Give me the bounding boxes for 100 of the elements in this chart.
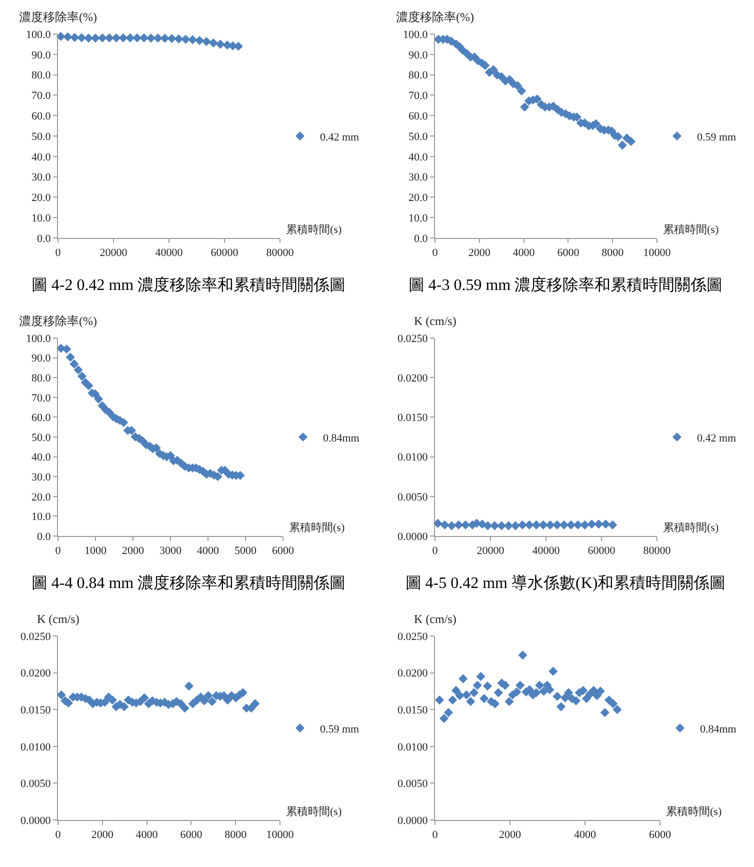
point: [626, 136, 636, 146]
point: [180, 704, 190, 713]
x-tick-label: 0: [432, 247, 438, 260]
point: [444, 708, 454, 718]
y-tick-label: 0.0: [37, 530, 52, 543]
y-tick-label: 0.0250: [398, 332, 428, 345]
point: [564, 688, 574, 698]
x-tick-label: 6000: [180, 829, 203, 842]
y-tick-label: 0.0000: [398, 530, 428, 543]
x-tick-label: 6000: [649, 829, 672, 842]
y-axis-title: K (cm/s): [414, 612, 456, 626]
y-tick-label: 80.0: [408, 70, 428, 82]
y-tick-label: 50.0: [408, 130, 428, 143]
point: [552, 692, 562, 701]
y-tick-label: 0.0200: [20, 668, 52, 680]
y-tick-label: 0.0200: [398, 372, 428, 384]
point: [108, 695, 117, 705]
point: [98, 33, 107, 42]
legend-label: 0.42 mm: [697, 432, 737, 444]
x-tick-label: 40000: [155, 247, 184, 260]
x-tick-label: 10000: [643, 247, 672, 260]
y-tick-label: 0.0050: [398, 778, 428, 790]
point: [194, 36, 204, 46]
caption: 圖 4-5 0.42 mm 導水係數(K)和累積時間關係圖: [404, 574, 727, 594]
y-tick-label: 70.0: [32, 392, 52, 404]
x-tick-label: 4000: [574, 829, 596, 842]
x-tick-label: 60000: [588, 545, 616, 558]
point: [216, 40, 225, 49]
legend-label: 0.59 mm: [320, 723, 360, 736]
y-tick-label: 20.0: [32, 192, 52, 204]
point: [518, 650, 528, 660]
point: [208, 38, 218, 48]
x-tick-label: 4000: [197, 545, 220, 558]
y-axis-title: 濃度移除率(%): [19, 10, 97, 24]
point: [63, 32, 72, 42]
y-tick-label: 0.0150: [20, 704, 52, 716]
point: [600, 708, 610, 718]
point: [434, 695, 444, 705]
y-tick-label: 90.0: [32, 49, 52, 62]
y-axis-title: K (cm/s): [414, 314, 456, 328]
caption: 圖 4-3 0.59 mm 濃度移除率和累積時間關係圖: [407, 276, 724, 296]
y-tick-label: 30.0: [32, 172, 52, 184]
y-axis-title: 濃度移除率(%): [19, 314, 97, 328]
point: [74, 365, 83, 374]
x-tick-label: 0: [55, 829, 62, 842]
x-tick-label: 20000: [476, 545, 505, 558]
y-tick-label: 10.0: [32, 511, 52, 524]
y-tick-label: 0.0050: [20, 778, 52, 790]
point: [200, 696, 209, 706]
y-tick-label: 40.0: [32, 452, 52, 464]
y-tick-label: 40.0: [408, 151, 428, 164]
point: [480, 694, 489, 704]
y-tick-label: 0.0250: [398, 630, 428, 643]
point: [56, 690, 66, 700]
y-tick-label: 0.0150: [398, 704, 428, 716]
y-tick-label: 0.0000: [20, 814, 52, 827]
point: [548, 666, 558, 676]
y-tick-label: 70.0: [32, 90, 52, 102]
point: [174, 34, 184, 44]
y-tick-label: 0.0100: [20, 741, 52, 754]
y-tick-label: 100.0: [403, 28, 428, 41]
y-tick-label: 0.0100: [398, 741, 428, 754]
point: [153, 34, 162, 43]
point: [504, 696, 514, 706]
x-tick-label: 60000: [210, 247, 239, 260]
caption: 圖 4-2 0.42 mm 濃度移除率和累積時間關係圖: [30, 276, 347, 296]
y-tick-label: 30.0: [32, 471, 52, 484]
x-tick-label: 1000: [84, 545, 107, 558]
y-tick-label: 90.0: [408, 49, 428, 62]
x-tick-label: 0: [432, 545, 438, 558]
point: [618, 140, 627, 150]
point: [104, 33, 114, 42]
point: [118, 33, 128, 42]
y-tick-label: 100.0: [26, 28, 52, 41]
point: [455, 691, 464, 700]
point: [520, 102, 530, 112]
point: [571, 696, 581, 706]
point: [512, 687, 522, 696]
point: [140, 693, 149, 702]
point: [188, 35, 198, 44]
y-tick-label: 80.0: [32, 70, 52, 82]
y-tick-label: 20.0: [408, 192, 428, 204]
point: [472, 680, 482, 690]
x-tick-label: 8000: [602, 247, 624, 260]
y-tick-label: 0.0050: [398, 491, 428, 504]
y-tick-label: 10.0: [32, 212, 52, 224]
point: [112, 33, 121, 42]
y-tick-label: 0.0: [37, 232, 52, 245]
y-axis-title: K (cm/s): [37, 612, 80, 626]
point: [612, 705, 622, 714]
y-tick-label: 60.0: [32, 412, 52, 424]
x-tick-label: 0: [432, 829, 438, 842]
y-axis-title: 濃度移除率(%): [396, 10, 474, 24]
x-tick-label: 2000: [468, 247, 491, 260]
y-tick-label: 40.0: [32, 151, 52, 164]
x-axis-title: 累積時間(s): [289, 521, 345, 534]
point: [482, 682, 492, 691]
point: [160, 34, 170, 43]
y-tick-label: 0.0150: [398, 412, 428, 424]
x-tick-label: 4000: [136, 829, 158, 842]
